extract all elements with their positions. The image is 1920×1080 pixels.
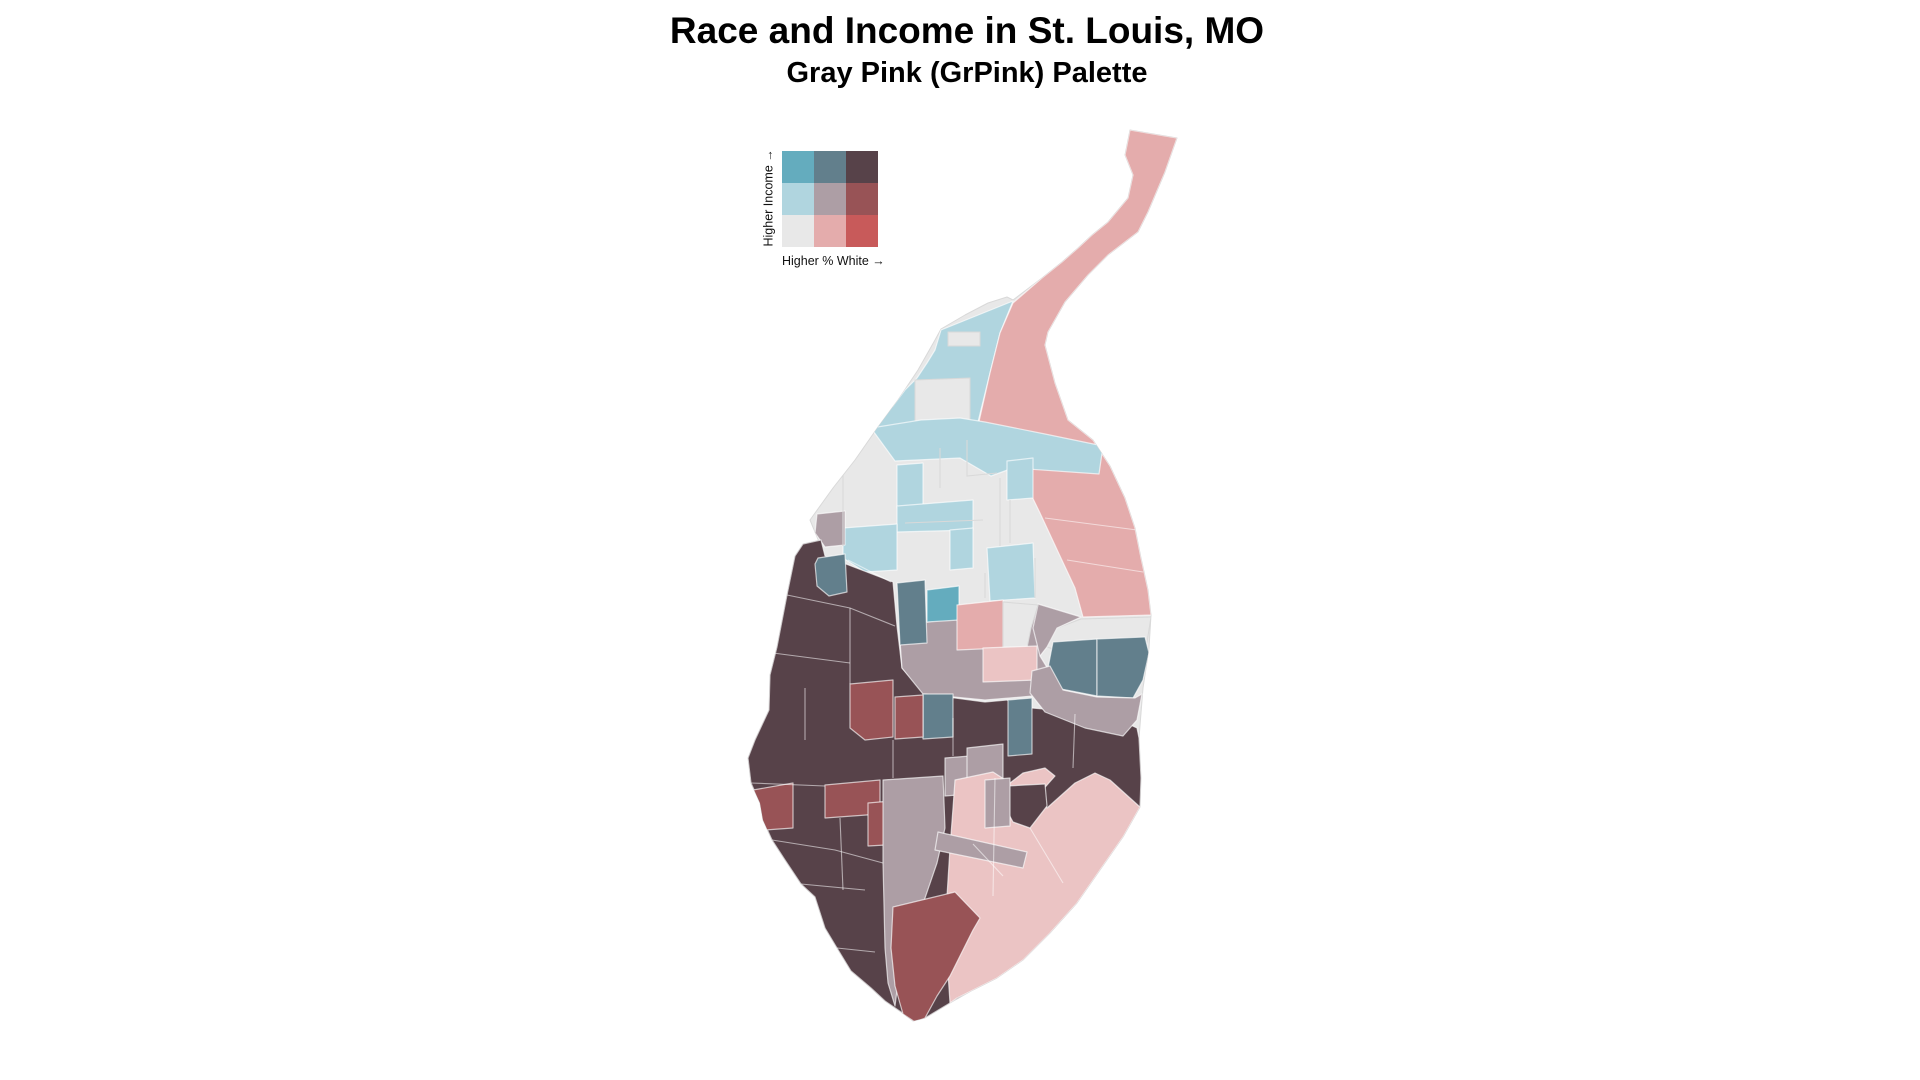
tract-2-3-26	[1007, 697, 1033, 757]
tract-2-3-25	[922, 693, 954, 740]
tract-border-0	[772, 652, 851, 664]
tract-2-2-38	[934, 831, 1028, 869]
legend-cell-2-3	[814, 151, 846, 183]
legend-cell-1-1	[782, 215, 814, 247]
tract-2-3-23	[1096, 636, 1150, 699]
tract-border-9	[1044, 517, 1138, 531]
tract-1-2-5	[896, 462, 924, 509]
tract-2-1L-21	[982, 645, 1038, 683]
tract-2-3-17	[896, 579, 928, 646]
title-block: Race and Income in St. Louis, MO Gray Pi…	[0, 10, 1920, 90]
tract-1-1-20	[1002, 601, 1039, 649]
legend-x-label: Higher % White →	[782, 254, 885, 268]
page-subtitle: Gray Pink (GrPink) Palette	[786, 56, 1148, 89]
tract-1-2-4	[870, 417, 1104, 477]
tract-border-light-2	[966, 440, 998, 477]
tract-1-2-7	[949, 527, 974, 571]
tract-layer	[748, 130, 1177, 1021]
tract-1-2-8	[1006, 457, 1034, 501]
tract-1-3-18	[926, 585, 960, 623]
tract-border-5	[771, 839, 884, 864]
legend-cell-3-3	[846, 151, 878, 183]
tract-1-2-9	[842, 523, 898, 573]
tract-border-8	[836, 947, 876, 953]
legend-cell-2-1	[814, 215, 846, 247]
tract-2-1-19	[956, 599, 1004, 651]
tract-border-13	[992, 777, 996, 897]
tract-2-3-22	[1047, 638, 1098, 697]
tract-3-2-28	[894, 694, 924, 740]
legend-cell-1-3	[782, 151, 814, 183]
tract-1-1-3	[947, 331, 981, 347]
tract-border-17	[847, 559, 892, 583]
tract-2-2-11	[814, 510, 846, 548]
choropleth-map	[745, 128, 1200, 1038]
legend-cell-2-2	[814, 183, 846, 215]
tract-border-6	[839, 817, 844, 891]
tract-border-7	[800, 883, 866, 891]
legend-cell-3-1	[846, 215, 878, 247]
legend-cell-1-2	[782, 183, 814, 215]
tract-2-3-15	[814, 553, 848, 597]
st-louis-tract-map	[747, 129, 1178, 1022]
legend-cell-3-2	[846, 183, 878, 215]
tract-border-15	[972, 843, 1004, 877]
tract-2-2-36	[984, 777, 1011, 829]
tract-3-2-33	[749, 782, 794, 831]
tract-1-2-6	[896, 499, 974, 533]
page-title: Race and Income in St. Louis, MO	[669, 10, 1265, 51]
tract-border-10	[1066, 559, 1144, 573]
tract-border-4	[750, 782, 826, 787]
tract-border-11	[1072, 713, 1076, 769]
tract-border-14	[1029, 827, 1064, 884]
tract-2-2-24	[1029, 665, 1143, 737]
tract-1-2-10	[986, 542, 1036, 602]
tract-3-2-27	[849, 679, 894, 741]
tract-2-1-1	[976, 130, 1177, 618]
tract-border-light-1	[904, 519, 984, 524]
tract-3-2-39	[890, 891, 981, 1021]
bivariate-legend	[782, 151, 878, 247]
